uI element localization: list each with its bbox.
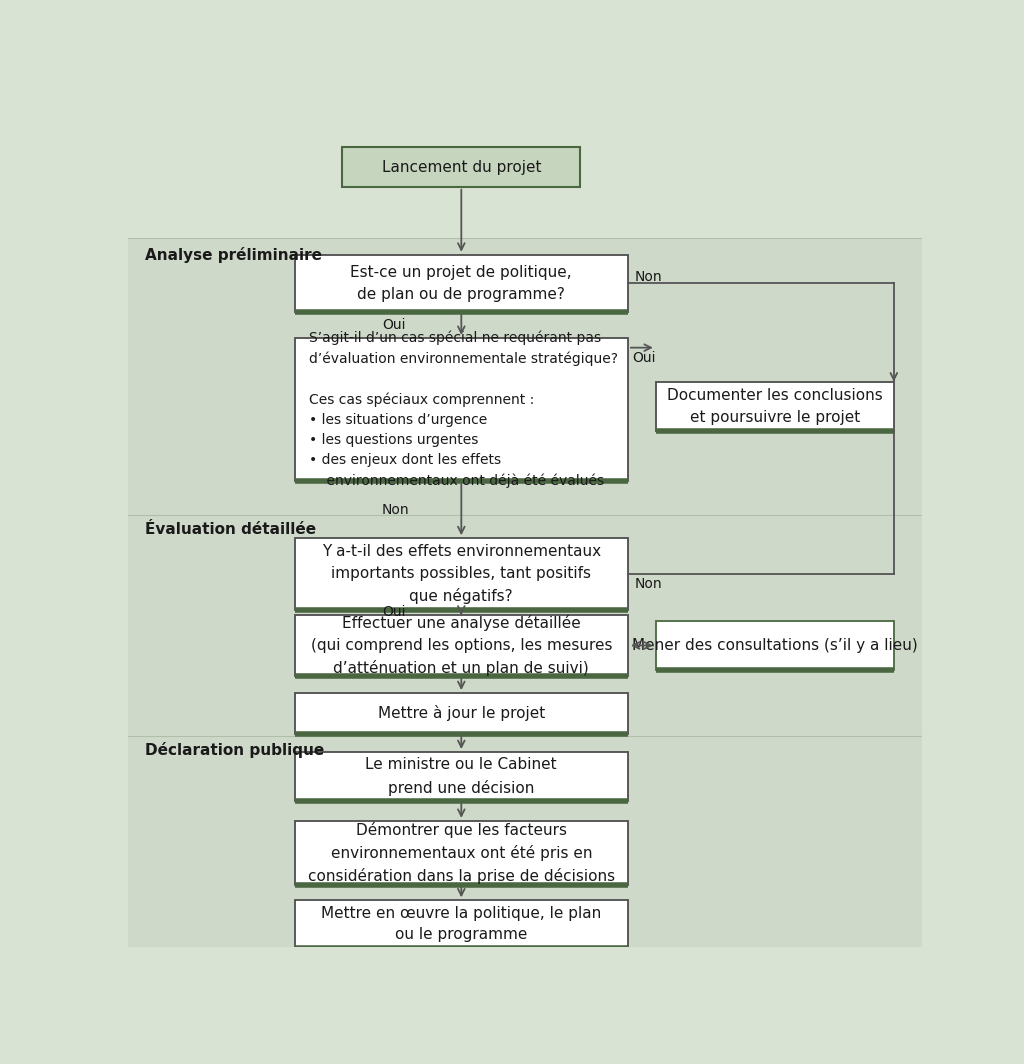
Text: Non: Non [634, 577, 662, 591]
Bar [295, 752, 628, 801]
Bar [295, 820, 628, 884]
Text: Est-ce un projet de politique,
de plan ou de programme?: Est-ce un projet de politique, de plan o… [350, 265, 572, 301]
Bar [295, 338, 628, 481]
Text: Non: Non [382, 502, 410, 517]
Text: Lancement du projet: Lancement du projet [382, 160, 541, 174]
Bar [295, 254, 628, 312]
Bar [655, 621, 894, 670]
Text: Effectuer une analyse détaillée
(qui comprend les options, les mesures
d’atténua: Effectuer une analyse détaillée (qui com… [310, 615, 612, 676]
Text: Oui: Oui [382, 318, 406, 332]
Bar [295, 615, 628, 677]
Text: Démontrer que les facteurs
environnementaux ont été pris en
considération dans l: Démontrer que les facteurs environnement… [308, 821, 614, 884]
Text: Oui: Oui [632, 351, 655, 365]
Text: S’agit-il d’un cas spécial ne requérant pas
d’évaluation environnementale straté: S’agit-il d’un cas spécial ne requérant … [309, 331, 617, 488]
Text: Mener des consultations (s’il y a lieu): Mener des consultations (s’il y a lieu) [632, 638, 918, 653]
Text: Oui: Oui [382, 605, 406, 619]
Bar [295, 538, 628, 611]
Text: Y a-t-il des effets environnementaux
importants possibles, tant positifs
que nég: Y a-t-il des effets environnementaux imp… [322, 545, 601, 604]
Text: Documenter les conclusions
et poursuivre le projet: Documenter les conclusions et poursuivre… [667, 388, 883, 425]
Bar [128, 515, 922, 736]
Text: Mettre à jour le projet: Mettre à jour le projet [378, 705, 545, 721]
Bar [342, 147, 581, 186]
Text: Mettre en œuvre la politique, le plan
ou le programme: Mettre en œuvre la politique, le plan ou… [322, 905, 601, 943]
Text: Évaluation détaillée: Évaluation détaillée [145, 521, 316, 536]
Text: Le ministre ou le Cabinet
prend une décision: Le ministre ou le Cabinet prend une déci… [366, 758, 557, 796]
Bar [655, 382, 894, 431]
Text: Déclaration publique: Déclaration publique [145, 743, 325, 759]
Text: Analyse préliminaire: Analyse préliminaire [145, 247, 323, 263]
Bar [295, 900, 628, 948]
Bar [128, 238, 922, 515]
Bar [295, 693, 628, 734]
Bar [128, 736, 922, 947]
Text: Non: Non [634, 270, 662, 284]
